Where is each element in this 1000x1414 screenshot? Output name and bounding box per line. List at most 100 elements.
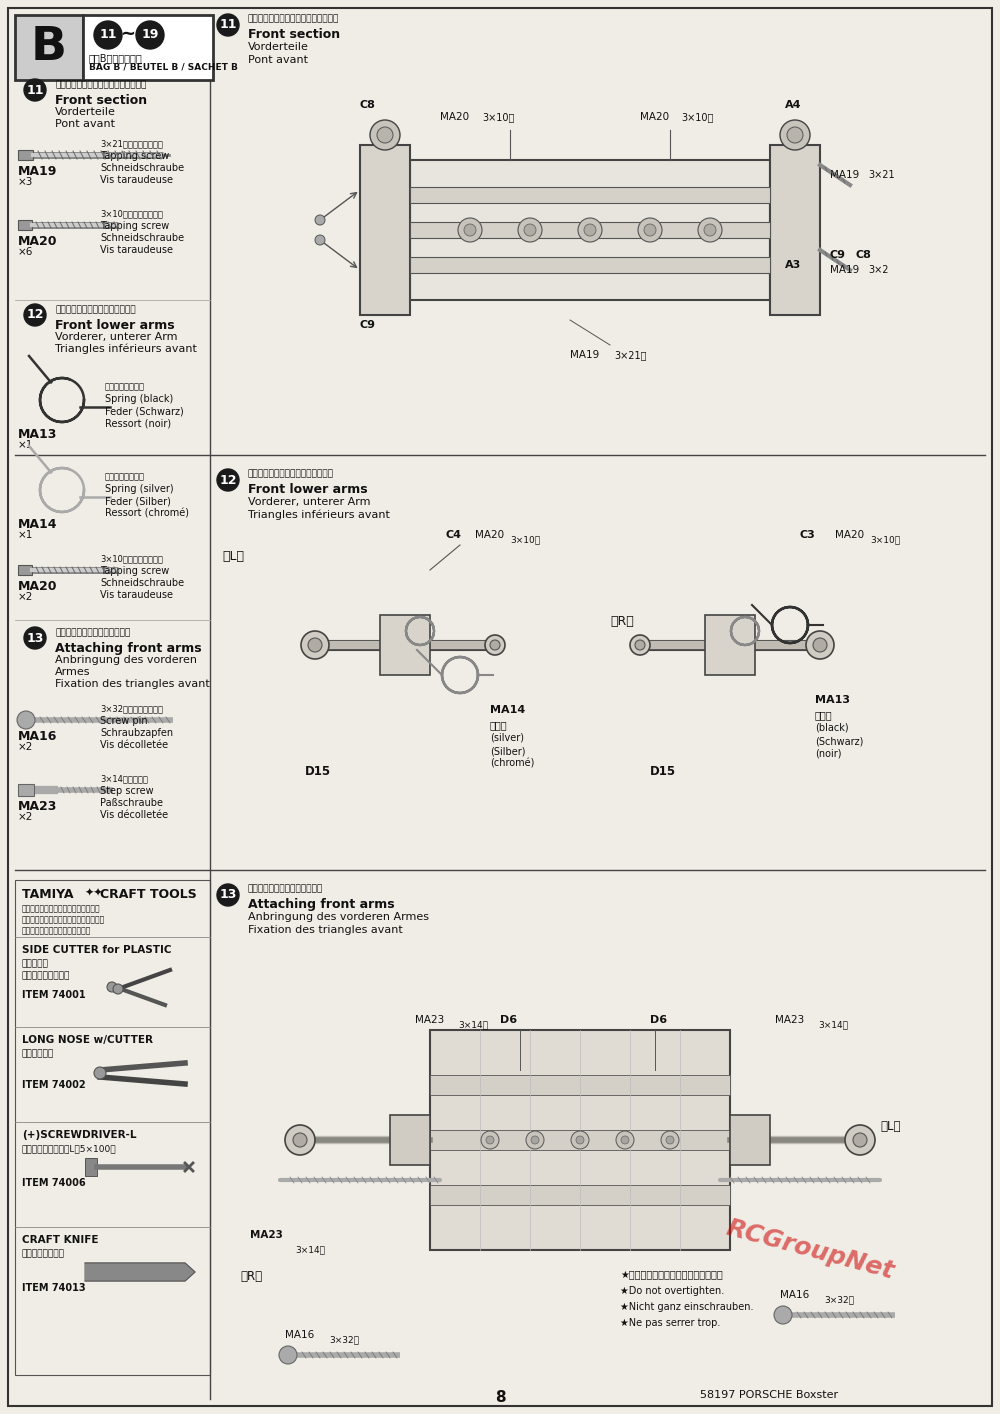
- Bar: [410, 160, 770, 300]
- Text: C8: C8: [855, 250, 871, 260]
- Text: TAMIYA: TAMIYA: [22, 888, 78, 901]
- Text: ×2: ×2: [18, 742, 33, 752]
- Text: ×2: ×2: [18, 592, 33, 602]
- Text: B: B: [31, 24, 67, 69]
- Bar: [15, 880, 210, 1374]
- Text: 3×10㎜: 3×10㎜: [510, 534, 540, 544]
- Circle shape: [217, 469, 239, 491]
- Bar: [410, 222, 770, 238]
- Text: D6: D6: [500, 1015, 517, 1025]
- Text: ★しめこみすぎに注意してください。: ★しめこみすぎに注意してください。: [620, 1270, 723, 1280]
- Text: ★Nicht ganz einschrauben.: ★Nicht ganz einschrauben.: [620, 1302, 754, 1312]
- Text: Tapping screw: Tapping screw: [100, 221, 169, 230]
- Text: Fixation des triangles avant: Fixation des triangles avant: [248, 925, 403, 935]
- Text: MA19: MA19: [570, 351, 599, 361]
- Text: SIDE CUTTER for PLASTIC: SIDE CUTTER for PLASTIC: [22, 945, 172, 954]
- Text: （黒）: （黒）: [815, 710, 833, 720]
- Text: 19: 19: [141, 28, 159, 41]
- Text: 11: 11: [26, 83, 44, 96]
- Bar: [18, 221, 32, 230]
- Bar: [410, 257, 770, 273]
- Text: Front lower arms: Front lower arms: [55, 320, 175, 332]
- Circle shape: [845, 1126, 875, 1155]
- Text: 3×32㎜: 3×32㎜: [824, 1295, 854, 1304]
- Circle shape: [24, 626, 46, 649]
- Circle shape: [526, 1131, 544, 1150]
- Text: LONG NOSE w/CUTTER: LONG NOSE w/CUTTER: [22, 1035, 153, 1045]
- Text: ✦✦: ✦✦: [85, 888, 104, 898]
- Text: Ressort (chromé): Ressort (chromé): [105, 508, 189, 518]
- Circle shape: [524, 223, 536, 236]
- Text: 3×2: 3×2: [868, 264, 889, 274]
- Text: (Silber): (Silber): [490, 747, 526, 756]
- Text: Pont avant: Pont avant: [55, 119, 115, 129]
- Circle shape: [787, 127, 803, 143]
- Bar: [430, 1075, 730, 1094]
- Bar: [430, 1185, 730, 1205]
- Text: MA13: MA13: [815, 696, 850, 706]
- Circle shape: [377, 127, 393, 143]
- Circle shape: [774, 1307, 792, 1324]
- Circle shape: [571, 1131, 589, 1150]
- Text: Triangles inférieurs avant: Triangles inférieurs avant: [248, 510, 390, 520]
- Text: Vorderer, unterer Arm: Vorderer, unterer Arm: [55, 332, 178, 342]
- Circle shape: [481, 1131, 499, 1150]
- Text: ITEM 74013: ITEM 74013: [22, 1282, 86, 1292]
- Circle shape: [635, 641, 645, 650]
- Circle shape: [113, 984, 123, 994]
- Text: Vis décolletée: Vis décolletée: [100, 810, 168, 820]
- Circle shape: [485, 635, 505, 655]
- Circle shape: [370, 120, 400, 150]
- Text: D15: D15: [650, 765, 676, 778]
- Text: Armes: Armes: [55, 667, 90, 677]
- Circle shape: [578, 218, 602, 242]
- Circle shape: [17, 711, 35, 730]
- Circle shape: [279, 1346, 297, 1365]
- Circle shape: [315, 215, 325, 225]
- Text: Schneidschraube: Schneidschraube: [100, 578, 184, 588]
- Text: Vis taraudeuse: Vis taraudeuse: [100, 175, 173, 185]
- Text: MA20: MA20: [835, 530, 864, 540]
- Text: ×6: ×6: [18, 247, 33, 257]
- Text: MA16: MA16: [780, 1290, 809, 1299]
- Text: ITEM 74001: ITEM 74001: [22, 990, 86, 1000]
- Text: ITEM 74002: ITEM 74002: [22, 1080, 86, 1090]
- Polygon shape: [85, 1263, 195, 1281]
- Circle shape: [531, 1135, 539, 1144]
- Text: Vis décolletée: Vis décolletée: [100, 740, 168, 749]
- Text: 13: 13: [219, 888, 237, 902]
- Text: 筋ニッパー: 筋ニッパー: [22, 959, 49, 969]
- Text: 3×14㎜: 3×14㎜: [458, 1019, 488, 1029]
- Circle shape: [136, 21, 164, 49]
- Text: C3: C3: [800, 530, 816, 540]
- Text: Step screw: Step screw: [100, 786, 154, 796]
- Bar: [85, 1158, 97, 1176]
- Text: C4: C4: [445, 530, 461, 540]
- Text: 11: 11: [99, 28, 117, 41]
- Circle shape: [490, 641, 500, 650]
- Text: プラスドライバー・L（5×100）: プラスドライバー・L（5×100）: [22, 1144, 117, 1152]
- Text: Vorderteile: Vorderteile: [248, 42, 309, 52]
- Circle shape: [301, 631, 329, 659]
- Circle shape: [217, 14, 239, 35]
- Text: 〈フロントロアアームの組み立て〉: 〈フロントロアアームの組み立て〉: [248, 469, 334, 478]
- Text: 3×21: 3×21: [868, 170, 895, 180]
- Text: 〈R〉: 〈R〉: [240, 1270, 262, 1282]
- Text: (black): (black): [815, 723, 849, 732]
- Circle shape: [780, 120, 810, 150]
- Text: CRAFT KNIFE: CRAFT KNIFE: [22, 1234, 98, 1244]
- Text: Front section: Front section: [55, 93, 147, 107]
- Text: MA23: MA23: [775, 1015, 804, 1025]
- Text: 8: 8: [495, 1390, 505, 1406]
- Text: MA20: MA20: [475, 530, 504, 540]
- Text: RCGroupNet: RCGroupNet: [723, 1216, 897, 1284]
- Text: Attaching front arms: Attaching front arms: [55, 642, 202, 655]
- Text: ~: ~: [120, 25, 136, 42]
- Text: ＜フロントロアームの組み立て＞: ＜フロントロアームの組み立て＞: [55, 305, 136, 314]
- Text: Tapping screw: Tapping screw: [100, 151, 169, 161]
- Circle shape: [704, 223, 716, 236]
- Text: CRAFT TOOLS: CRAFT TOOLS: [100, 888, 197, 901]
- Text: 3×21㎜タッピングビス: 3×21㎜タッピングビス: [100, 139, 163, 148]
- Text: C9: C9: [360, 320, 376, 329]
- Text: MA19: MA19: [830, 170, 859, 180]
